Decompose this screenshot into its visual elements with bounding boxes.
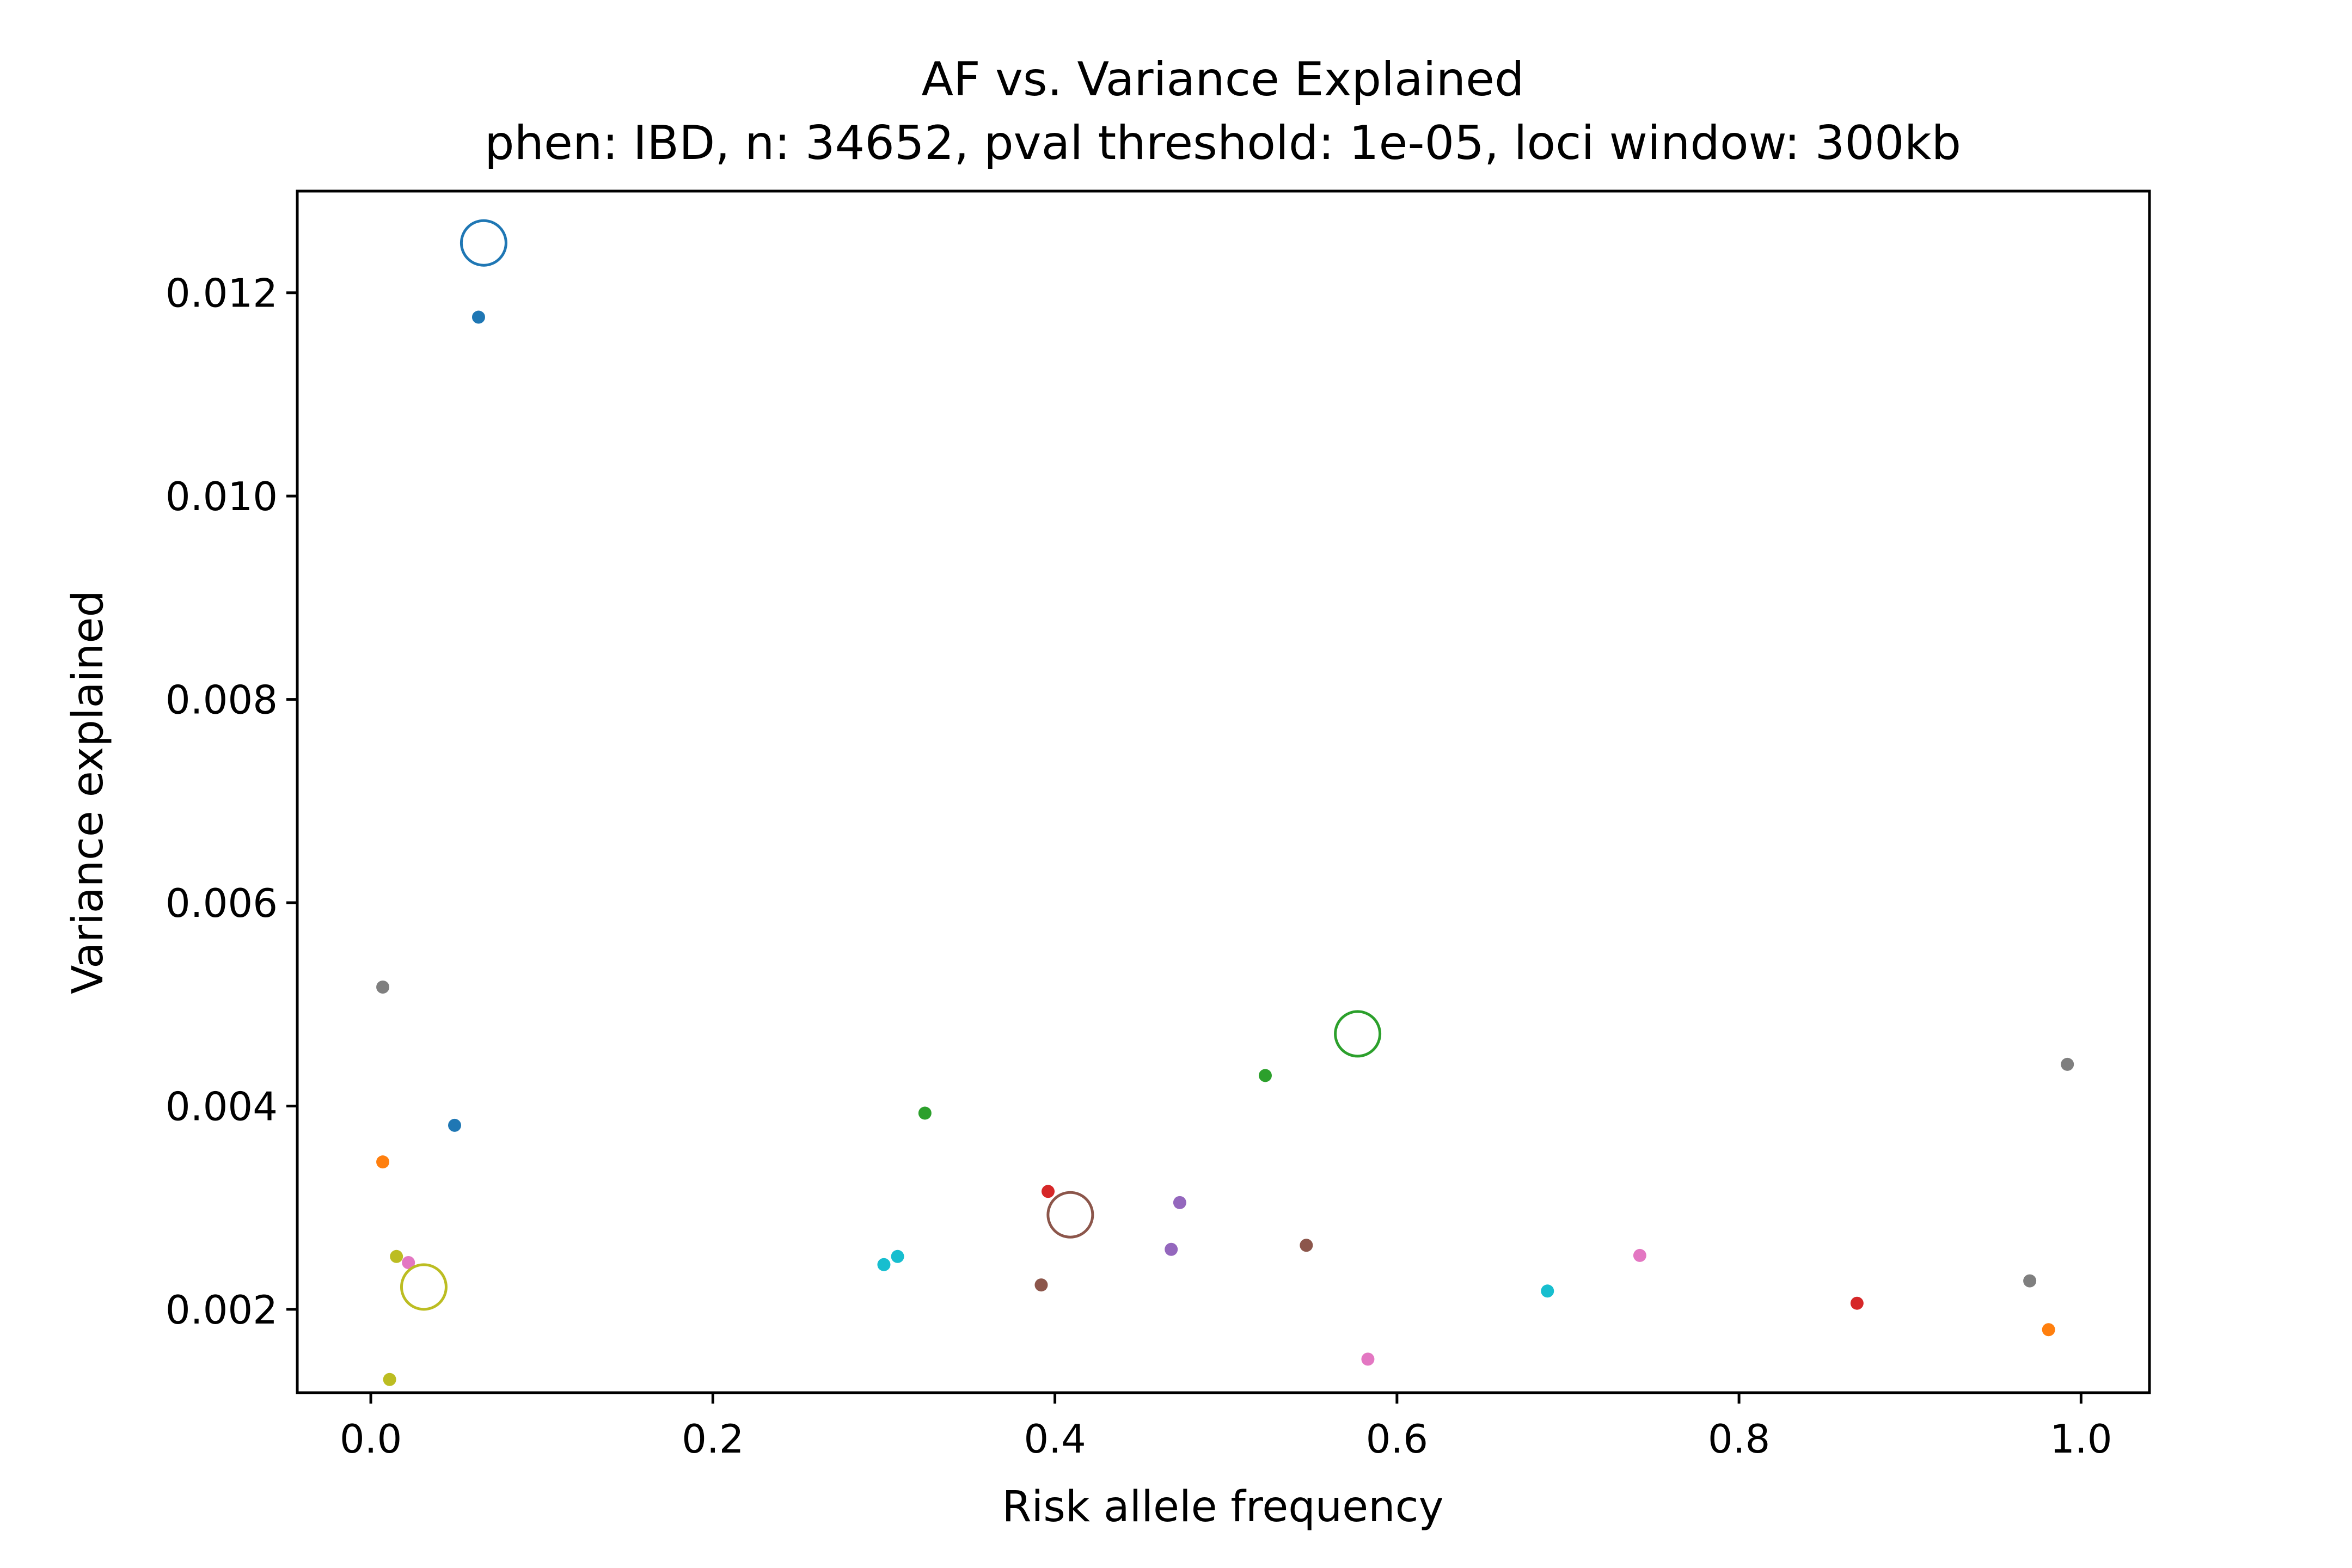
x-tick-label: 0.2: [682, 1416, 744, 1462]
y-tick-label: 0.002: [166, 1287, 278, 1333]
y-tick-label: 0.004: [166, 1083, 278, 1129]
scatter-point: [390, 1250, 403, 1263]
scatter-point: [1541, 1284, 1554, 1298]
scatter-point: [383, 1373, 396, 1386]
scatter-point: [376, 980, 390, 994]
scatter-point: [2061, 1057, 2074, 1071]
y-tick-label: 0.008: [166, 677, 278, 723]
x-axis-label: Risk allele frequency: [1002, 1483, 1443, 1532]
scatter-point: [402, 1256, 415, 1270]
scatter-point: [1173, 1196, 1186, 1209]
scatter-point: [1361, 1352, 1375, 1366]
scatter-point-open: [1334, 1010, 1382, 1058]
scatter-point: [471, 310, 485, 324]
scatter-point: [448, 1118, 461, 1132]
y-axis-label: Variance explained: [64, 590, 113, 994]
plot-frame: [296, 189, 2151, 1394]
y-tick-label: 0.012: [166, 271, 278, 316]
x-tick-label: 0.8: [1708, 1416, 1771, 1462]
scatter-point-open: [1046, 1191, 1094, 1239]
x-tick-label: 1.0: [2050, 1416, 2112, 1462]
scatter-point-open: [460, 219, 507, 267]
scatter-point: [918, 1106, 932, 1120]
chart-title: AF vs. Variance Explained: [921, 52, 1524, 107]
scatter-point: [877, 1258, 891, 1271]
scatter-point: [1258, 1069, 1272, 1082]
x-tick-label: 0.4: [1024, 1416, 1086, 1462]
scatter-point: [891, 1250, 904, 1263]
scatter-point: [1300, 1239, 1313, 1252]
plot-area: 0.0 0.2 0.4 0.6 0.8 1.0 0.002 0.004 0.006 0.008 0.…: [166, 219, 2112, 1462]
scatter-point: [376, 1155, 390, 1169]
scatter-point: [2042, 1323, 2055, 1337]
scatter-point: [1042, 1185, 1055, 1198]
scatter-point: [1633, 1248, 1646, 1262]
scatter-point: [1034, 1278, 1048, 1292]
x-tick-label: 0.0: [340, 1416, 402, 1462]
x-tick-label: 0.6: [1366, 1416, 1429, 1462]
scatter-point-open: [400, 1263, 448, 1311]
y-tick-label: 0.010: [166, 474, 278, 519]
scatter-point: [1165, 1242, 1178, 1256]
scatter-point: [2023, 1274, 2037, 1288]
y-tick-label: 0.006: [166, 880, 278, 926]
scatter-point: [1850, 1296, 1864, 1310]
chart-subtitle: phen: IBD, n: 34652, pval threshold: 1e-…: [485, 116, 1961, 170]
